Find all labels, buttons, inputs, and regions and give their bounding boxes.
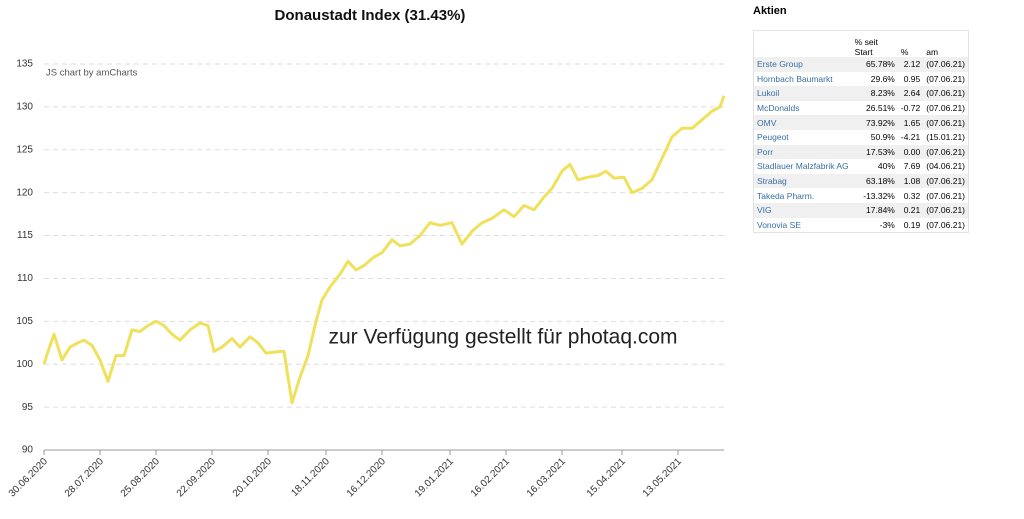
chart: Donaustadt Index (31.43%) JS chart by am…: [7, 7, 726, 499]
x-tick-label: 18.11.2020: [289, 456, 332, 499]
y-tick-label: 105: [16, 316, 33, 327]
table-title: Aktien: [753, 5, 787, 17]
table-row: McDonalds 26.51% -0.72 (07.06.21): [754, 101, 969, 116]
stock-name: Peugeot: [757, 132, 789, 143]
table-row: Takeda Pharm. -13.32% 0.32 (07.06.21): [754, 188, 969, 203]
table-row: Lukoil 8.23% 2.64 (07.06.21): [753, 86, 969, 101]
cell: 2.12: [897, 57, 924, 72]
y-tick-label: 130: [16, 102, 33, 113]
column-header: %: [900, 47, 909, 57]
table-row: Peugeot 50.9% -4.21 (15.01.21): [754, 130, 969, 145]
cell: 1.08: [897, 173, 924, 189]
line: [42, 95, 726, 405]
cell: (07.06.21): [923, 173, 969, 189]
cell: 8.23%: [851, 86, 898, 101]
stock-name: Porr: [753, 144, 852, 160]
cell: 73.92%: [851, 115, 898, 130]
y-tick-label: 125: [16, 144, 33, 155]
y-tick-label: 100: [16, 359, 33, 370]
cell: -3%: [879, 219, 895, 230]
x-tick-label: 15.04.2021: [585, 456, 628, 499]
cell: (07.06.21): [926, 103, 965, 114]
table-row: Porr 17.53% 0.00 (07.06.21): [753, 144, 969, 160]
cell: 0.00: [897, 144, 924, 160]
x-tick-label: 16.02.2021: [469, 456, 512, 499]
cell: (07.06.21): [923, 115, 969, 130]
stock-name: VIG: [753, 202, 852, 218]
watermark: zur Verfügung gestellt für photaq.com: [328, 326, 677, 349]
y-tick-label: 110: [17, 273, 33, 284]
stock-name: Vonovia SE: [757, 219, 801, 230]
table-row: Stadlauer Malzfabrik AG 40% 7.69 (04.06.21): [754, 159, 969, 174]
cell: 1.65: [897, 115, 924, 130]
cell: (07.06.21): [923, 86, 969, 101]
cell: 17.84%: [851, 202, 898, 218]
cell: (04.06.21): [926, 161, 965, 172]
cell: -4.21: [900, 132, 921, 143]
stock-name: McDonalds: [757, 103, 800, 114]
cell: (07.06.21): [923, 57, 969, 72]
cell: 17.53%: [851, 144, 898, 160]
column-header: [754, 31, 852, 58]
cell: -13.32%: [863, 190, 895, 201]
stock-name: Erste Group: [753, 57, 852, 72]
cell: 26.51%: [866, 103, 895, 114]
table-row: OMV 73.92% 1.65 (07.06.21): [753, 115, 969, 130]
cell: 0.32: [903, 190, 921, 201]
cell: 63.18%: [851, 173, 898, 189]
table-row: VIG 17.84% 0.21 (07.06.21): [753, 202, 969, 218]
y-tick-label: 115: [17, 230, 33, 241]
table: % seit Start% am Erste Group 65.78% 2.12 (07.…: [753, 30, 969, 234]
cell: 0.19: [903, 219, 921, 230]
x-tick-label: 22.09.2020: [175, 456, 218, 499]
x-tick-label: 30.06.2020: [7, 456, 50, 499]
table-row: Strabag 63.18% 1.08 (07.06.21): [753, 173, 969, 189]
stock-name: Lukoil: [753, 86, 852, 101]
x-tick-label: 25.08.2020: [119, 456, 162, 499]
stock-table: Aktien % seit Start% am Erste Group 65.78% 2…: [753, 5, 969, 234]
y-tick-label: 95: [22, 402, 34, 413]
cell: (15.01.21): [926, 132, 965, 143]
y-tick-label: 135: [16, 59, 33, 70]
table-row: Hornbach Baumarkt 29.6% 0.95 (07.06.21): [754, 72, 969, 87]
cell: -0.72: [900, 103, 921, 114]
cell: 50.9%: [870, 132, 895, 143]
stock-name: Takeda Pharm.: [757, 190, 815, 201]
cell: 40%: [877, 161, 895, 172]
column-header: % seit Start: [854, 37, 878, 57]
stock-name: Strabag: [753, 173, 852, 189]
x-tick-label: 19.01.2021: [413, 456, 456, 499]
credit: JS chart by amCharts: [46, 68, 138, 79]
cell: 29.6%: [870, 73, 895, 84]
cell: (07.06.21): [923, 202, 969, 218]
cell: (07.06.21): [926, 219, 965, 230]
cell: (07.06.21): [926, 73, 965, 84]
y-tick-label: 120: [16, 187, 33, 198]
y-tick-label: 90: [22, 445, 34, 456]
cell: (07.06.21): [923, 144, 969, 160]
table-row: Vonovia SE -3% 0.19 (07.06.21): [754, 218, 969, 233]
cell: 2.64: [897, 86, 924, 101]
stock-name: Stadlauer Malzfabrik AG: [757, 161, 849, 172]
cell: 0.95: [903, 73, 921, 84]
cell: 0.21: [897, 202, 924, 218]
cell: 65.78%: [851, 57, 898, 72]
x-tick-label: 13.05.2021: [641, 456, 684, 499]
x-tick-label: 16.12.2020: [345, 456, 388, 499]
x-tick-label: 20.10.2020: [231, 456, 274, 499]
table-row: Erste Group 65.78% 2.12 (07.06.21): [753, 57, 969, 72]
cell: (07.06.21): [926, 190, 965, 201]
x-tick-label: 16.03.2021: [525, 456, 568, 499]
stock-name: OMV: [753, 115, 852, 130]
chart-title: Donaustadt Index (31.43%): [275, 7, 466, 24]
column-header: am: [926, 47, 939, 57]
x-tick-label: 28.07.2020: [63, 456, 106, 499]
stock-name: Hornbach Baumarkt: [757, 73, 833, 84]
cell: 7.69: [903, 161, 921, 172]
